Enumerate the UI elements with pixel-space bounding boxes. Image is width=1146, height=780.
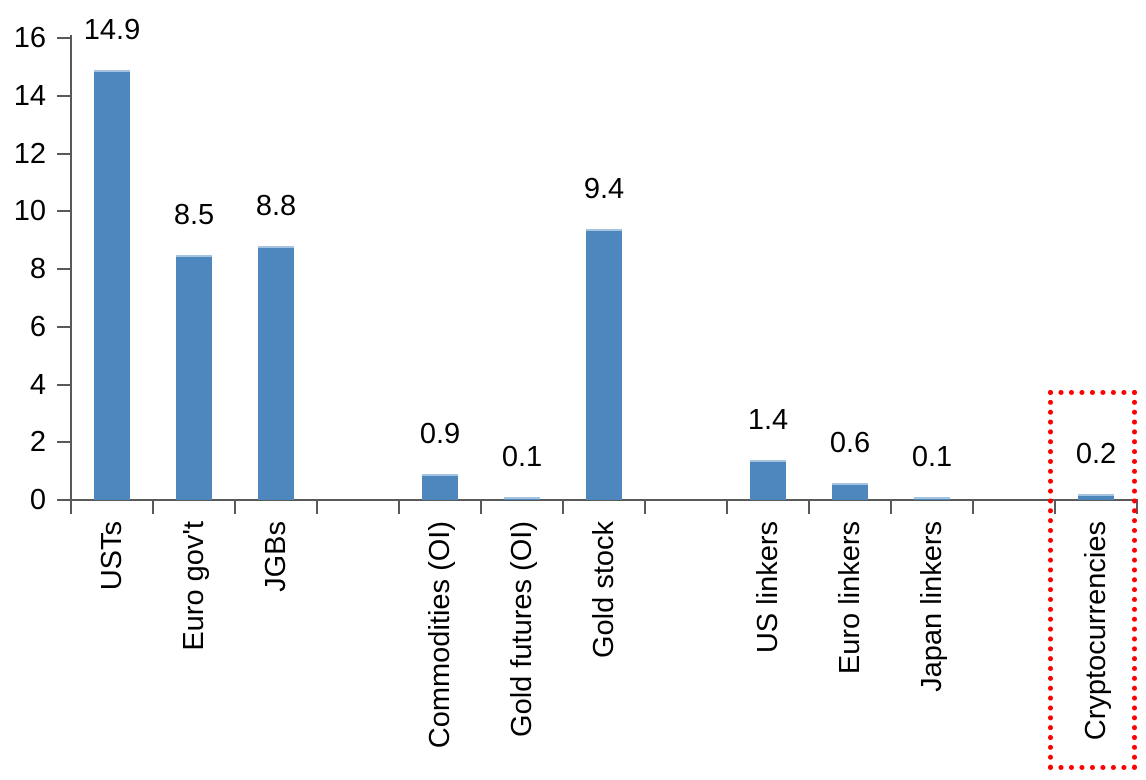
- category-label-commodities-oi-: Commodities (OI): [424, 521, 456, 749]
- highlight-box-cryptocurrencies: [1048, 390, 1137, 770]
- x-tick-2: [234, 500, 236, 514]
- x-tick-3: [316, 500, 318, 514]
- y-tick-label-8: 8: [29, 253, 46, 285]
- category-label-jgbs: JGBs: [260, 521, 292, 592]
- y-tick-label-16: 16: [13, 22, 46, 54]
- y-tick-12: [57, 153, 71, 155]
- y-tick-0: [57, 499, 71, 501]
- y-tick-16: [57, 37, 71, 39]
- y-tick-label-12: 12: [13, 138, 46, 170]
- bar-usts: [94, 70, 130, 500]
- bar-euro-gov-t: [176, 255, 212, 500]
- value-label-0.9: 0.9: [419, 418, 461, 450]
- y-tick-10: [57, 210, 71, 212]
- x-tick-8: [726, 500, 728, 514]
- x-tick-13: [1136, 500, 1138, 514]
- value-label-14.9: 14.9: [83, 14, 141, 46]
- y-tick-4: [57, 384, 71, 386]
- y-axis-line: [70, 35, 72, 514]
- bar-cryptocurrencies: [1078, 494, 1114, 500]
- y-tick-label-10: 10: [13, 195, 46, 227]
- value-label-8.5: 8.5: [173, 199, 215, 231]
- x-tick-1: [152, 500, 154, 514]
- bar-us-linkers: [750, 460, 786, 500]
- value-label-0.2: 0.2: [1075, 438, 1117, 470]
- x-tick-4: [398, 500, 400, 514]
- category-label-gold-futures-oi-: Gold futures (OI): [506, 521, 538, 737]
- y-tick-label-4: 4: [29, 369, 46, 401]
- category-label-japan-linkers: Japan linkers: [916, 521, 948, 692]
- y-tick-8: [57, 268, 71, 270]
- value-label-8.8: 8.8: [255, 190, 297, 222]
- y-tick-label-6: 6: [29, 311, 46, 343]
- category-label-us-linkers: US linkers: [752, 521, 784, 654]
- y-tick-label-14: 14: [13, 80, 46, 112]
- bar-euro-linkers: [832, 483, 868, 500]
- y-tick-6: [57, 326, 71, 328]
- y-tick-label-0: 0: [29, 484, 46, 516]
- x-tick-0: [70, 500, 72, 514]
- x-axis-line: [70, 499, 1138, 501]
- category-label-gold-stock: Gold stock: [588, 521, 620, 658]
- value-label-1.4: 1.4: [747, 404, 789, 436]
- bar-jgbs: [258, 246, 294, 500]
- x-tick-10: [890, 500, 892, 514]
- y-tick-2: [57, 441, 71, 443]
- value-label-0.6: 0.6: [829, 427, 871, 459]
- x-tick-7: [644, 500, 646, 514]
- bar-commodities-oi-: [422, 474, 458, 500]
- bar-gold-futures-oi-: [504, 497, 540, 500]
- category-label-euro-linkers: Euro linkers: [834, 521, 866, 675]
- x-tick-6: [562, 500, 564, 514]
- value-label-9.4: 9.4: [583, 173, 625, 205]
- x-tick-12: [1054, 500, 1056, 514]
- value-label-0.1: 0.1: [911, 441, 953, 473]
- category-label-euro-gov-t: Euro gov't: [178, 521, 210, 651]
- x-tick-9: [808, 500, 810, 514]
- category-label-usts: USTs: [96, 521, 128, 591]
- x-tick-5: [480, 500, 482, 514]
- bar-japan-linkers: [914, 497, 950, 500]
- bar-gold-stock: [586, 229, 622, 500]
- y-tick-label-2: 2: [29, 426, 46, 458]
- y-tick-14: [57, 95, 71, 97]
- x-tick-11: [972, 500, 974, 514]
- value-label-0.1: 0.1: [501, 441, 543, 473]
